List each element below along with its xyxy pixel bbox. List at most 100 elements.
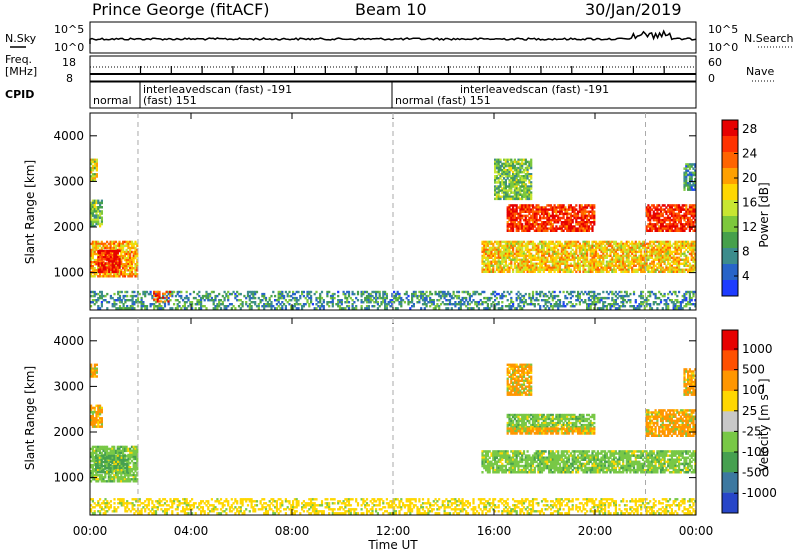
heatmap-cell [598,296,601,300]
heatmap-cell [118,244,121,248]
heatmap-cell [600,250,603,254]
heatmap-cell [129,271,132,274]
heatmap-cell [513,204,516,207]
heatmap-cell [600,246,603,250]
heatmap-cell [91,294,94,298]
heatmap-cell [553,258,556,261]
heatmap-cell [587,242,590,246]
heatmap-cell [156,307,159,310]
heatmap-cell [530,164,533,168]
heatmap-cell [539,264,542,267]
heatmap-cell [506,290,509,294]
heatmap-cell [589,227,592,230]
heatmap-cell [485,250,488,254]
heatmap-cell [356,292,360,296]
heatmap-cell [674,262,677,265]
heatmap-cell [515,208,518,211]
heatmap-cell [688,184,691,187]
heatmap-cell [506,206,509,209]
heatmap-cell [555,260,558,263]
heatmap-cell [109,447,112,451]
heatmap-cell [526,175,529,178]
heatmap-cell [643,299,646,302]
heatmap-cell [658,250,661,254]
heatmap-cell [595,258,598,261]
heatmap-cell [548,208,551,211]
heatmap-cell [564,240,567,244]
heatmap-cell [506,164,509,168]
heatmap-cell [634,258,637,261]
heatmap-cell [539,262,542,265]
heatmap-cell [101,264,104,267]
heatmap-cell [564,305,567,308]
heatmap-cell [472,299,475,302]
heatmap-cell [688,182,691,185]
heatmap-cell [515,242,518,246]
heatmap-cell [362,292,365,296]
heatmap-cell [95,474,98,477]
heatmap-cell [373,301,376,304]
heatmap-cell [497,197,500,201]
heatmap-cell [492,244,495,248]
heatmap-cell [667,242,670,246]
heatmap-cell [643,262,646,265]
heatmap-cell [604,264,607,267]
heatmap-cell [558,299,562,302]
heatmap-cell [539,256,542,259]
heatmap-cell [225,305,228,308]
heatmap-cell [566,246,569,250]
heatmap-cell [679,244,682,248]
heatmap-cell [546,268,549,271]
heatmap-cell [567,268,571,271]
heatmap-cell [506,212,509,216]
heatmap-cell [649,206,652,209]
heatmap-cell [123,267,126,270]
heatmap-cell [672,250,675,254]
heatmap-cell [362,301,365,304]
heatmap-cell [656,210,659,213]
heatmap-cell [690,254,693,258]
heatmap-cell [109,268,112,271]
heatmap-cell [102,476,105,479]
heatmap-cell [504,179,507,182]
heatmap-cell [268,305,271,308]
heatmap-cell [627,262,630,265]
heatmap-cell [351,290,354,294]
heatmap-cell [504,244,507,248]
heatmap-cell [513,158,516,162]
heatmap-cell [613,292,616,296]
heatmap-cell [667,303,670,306]
heatmap-cell [495,187,498,190]
heatmap-cell [147,292,150,296]
heatmap-cell [658,216,661,220]
heatmap-cell [519,252,522,256]
heatmap-cell [517,212,520,216]
heatmap-cell [95,175,98,178]
heatmap-cell [365,294,369,298]
heatmap-cell [555,301,558,304]
heatmap-cell [95,212,98,215]
heatmap-cell [497,185,500,188]
heatmap-cell [97,307,100,310]
heatmap-cell [508,246,511,250]
heatmap-cell [521,158,524,162]
heatmap-cell [293,292,296,296]
heatmap-cell [526,254,529,258]
heatmap-cell [503,177,506,180]
heatmap-cell [591,204,594,207]
heatmap-cell [106,266,109,269]
heatmap-cell [562,260,565,263]
heatmap-cell [501,195,504,198]
heatmap-cell [649,303,652,306]
heatmap-cell [183,303,186,306]
heatmap-cell [533,218,536,222]
heatmap-cell [535,227,538,230]
heatmap-cell [360,294,363,298]
heatmap-cell [519,258,522,261]
heatmap-cell [277,301,280,304]
heatmap-cell [125,265,128,268]
heatmap-cell [687,264,690,267]
heatmap-cell [519,244,522,248]
heatmap-cell [659,229,663,232]
heatmap-cell [647,294,650,298]
